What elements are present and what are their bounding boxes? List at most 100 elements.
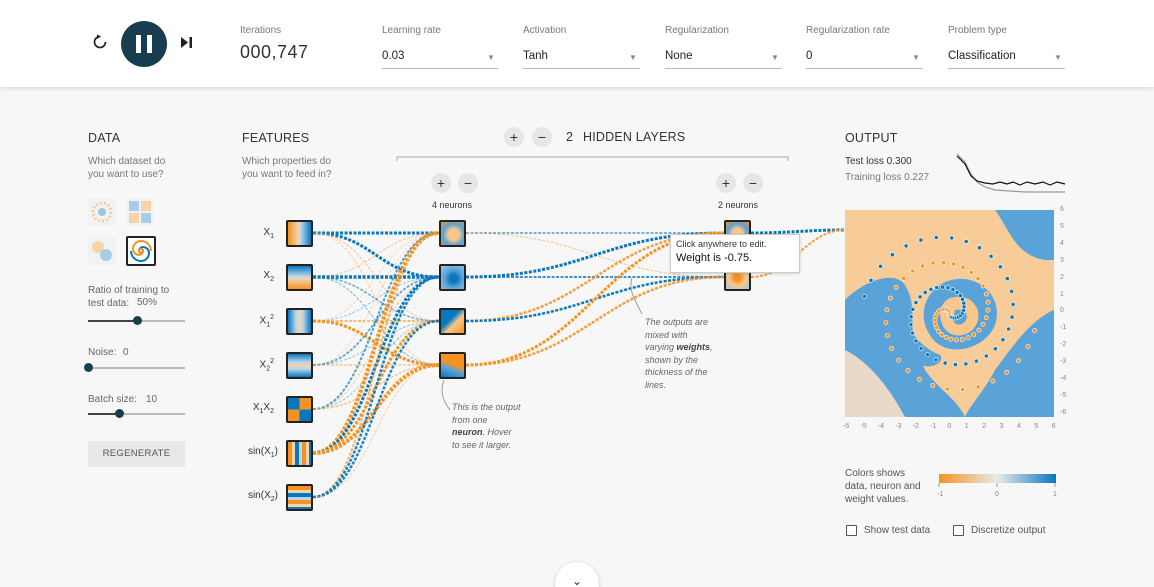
- y-tick-label: 2: [1060, 273, 1064, 281]
- learning-rate-label: Learning rate: [382, 25, 441, 36]
- gaussian-dataset-icon: [92, 241, 112, 261]
- data-point: [988, 253, 994, 259]
- data-point: [954, 337, 959, 343]
- data-point: [980, 283, 986, 289]
- y-tick-label: -6: [1060, 408, 1067, 416]
- dataset-xor[interactable]: [126, 198, 154, 226]
- data-point: [975, 276, 981, 282]
- legend-tick-mid: 0: [995, 491, 999, 498]
- weight-link: [312, 276, 440, 366]
- decision-boundary-plot: [845, 210, 1054, 417]
- chevron-down-icon: ▼: [771, 53, 779, 62]
- weight-link: [312, 232, 440, 322]
- weight-link: [465, 275, 725, 367]
- data-point: [971, 332, 977, 337]
- reset-icon[interactable]: [92, 34, 108, 50]
- data-point: [933, 235, 939, 240]
- data-point: [934, 285, 940, 290]
- y-tick-label: -3: [1060, 358, 1067, 366]
- dataset-spiral[interactable]: [126, 236, 156, 266]
- noise-slider-handle[interactable]: [84, 363, 93, 372]
- show-test-data-label: Show test data: [864, 525, 931, 536]
- pause-button[interactable]: [121, 21, 167, 67]
- regenerate-button[interactable]: REGENERATE: [88, 441, 185, 467]
- data-point: [930, 260, 936, 266]
- step-forward-icon[interactable]: [181, 37, 193, 48]
- batch-slider-handle[interactable]: [115, 409, 125, 418]
- hidden-neuron-1-4[interactable]: [439, 352, 466, 379]
- weight-link: [750, 228, 846, 235]
- chevron-down-icon: ▼: [629, 53, 637, 62]
- data-point: [934, 325, 939, 331]
- weight-link: [312, 363, 440, 455]
- data-point: [945, 285, 951, 291]
- add-neuron-layer1-button[interactable]: +: [431, 173, 451, 193]
- show-test-data-checkbox[interactable]: [846, 525, 857, 536]
- y-tick-label: 4: [1060, 239, 1064, 247]
- data-point: [888, 295, 893, 301]
- feature-node-x2[interactable]: [286, 264, 313, 291]
- dataset-circle[interactable]: [88, 198, 116, 226]
- hidden-layer-count: 2: [566, 130, 574, 144]
- data-point: [910, 330, 915, 336]
- feature-node-x1-squared[interactable]: [286, 308, 313, 335]
- spiral-dataset-icon: [130, 239, 152, 263]
- remove-neuron-layer2-button[interactable]: −: [743, 173, 763, 193]
- data-point: [949, 235, 955, 241]
- data-point: [968, 269, 974, 275]
- data-point: [905, 368, 911, 374]
- weight-link: [312, 276, 440, 366]
- hidden-neuron-1-2[interactable]: [439, 264, 466, 291]
- regularization-rate-label: Regularization rate: [806, 25, 890, 36]
- noise-value: 0: [123, 347, 129, 358]
- data-point: [975, 384, 981, 390]
- noise-label: Noise:: [88, 347, 117, 358]
- data-point: [957, 293, 963, 298]
- feature-label-sin-x1: sin(X1): [247, 446, 278, 459]
- feature-label-x2: X2: [263, 270, 274, 283]
- data-point: [883, 320, 889, 325]
- data-point: [985, 307, 991, 313]
- ratio-label: Ratio of training to test data:: [88, 285, 170, 309]
- weights-note: The outputs are mixed with varying weigh…: [645, 317, 713, 390]
- y-tick-label: 3: [1060, 256, 1064, 264]
- data-point: [1016, 358, 1021, 364]
- feature-node-x2-squared[interactable]: [286, 352, 313, 379]
- feature-node-sin-x1[interactable]: [286, 440, 313, 467]
- add-layer-button[interactable]: +: [504, 127, 524, 147]
- data-point: [884, 307, 890, 313]
- regularization-rate-value: 0: [806, 50, 813, 62]
- dataset-gaussian[interactable]: [88, 237, 116, 265]
- weight-link: [312, 232, 440, 322]
- data-point: [960, 387, 966, 392]
- data-point: [922, 290, 928, 295]
- data-point: [910, 268, 916, 274]
- data-point: [925, 352, 931, 358]
- remove-neuron-layer1-button[interactable]: −: [458, 173, 478, 193]
- y-tick-label: 6: [1060, 206, 1064, 213]
- data-point: [943, 335, 949, 340]
- data-point: [917, 376, 922, 382]
- remove-layer-button[interactable]: −: [532, 127, 552, 147]
- weight-link: [312, 276, 440, 322]
- data-point: [940, 284, 945, 290]
- data-point: [960, 264, 966, 270]
- feature-node-sin-x2[interactable]: [286, 484, 313, 511]
- data-point: [885, 333, 890, 338]
- feature-node-x1x2[interactable]: [286, 396, 313, 423]
- ratio-slider-handle[interactable]: [132, 316, 142, 325]
- iterations-label: Iterations: [240, 25, 282, 36]
- data-point: [1010, 302, 1016, 307]
- data-point: [1009, 289, 1014, 294]
- discretize-output-checkbox[interactable]: [953, 525, 964, 536]
- feature-node-x1[interactable]: [286, 220, 313, 247]
- x-tick-label: 0: [947, 423, 952, 430]
- x-tick-label: 4: [1017, 423, 1021, 430]
- add-neuron-layer2-button[interactable]: +: [716, 173, 736, 193]
- hidden-neuron-1-1[interactable]: [439, 220, 466, 247]
- x-tick-label: -5: [860, 423, 867, 430]
- x-tick-label: -3: [895, 423, 902, 430]
- hidden-neuron-1-3[interactable]: [439, 308, 466, 335]
- data-point: [913, 338, 919, 344]
- data-point: [963, 239, 969, 244]
